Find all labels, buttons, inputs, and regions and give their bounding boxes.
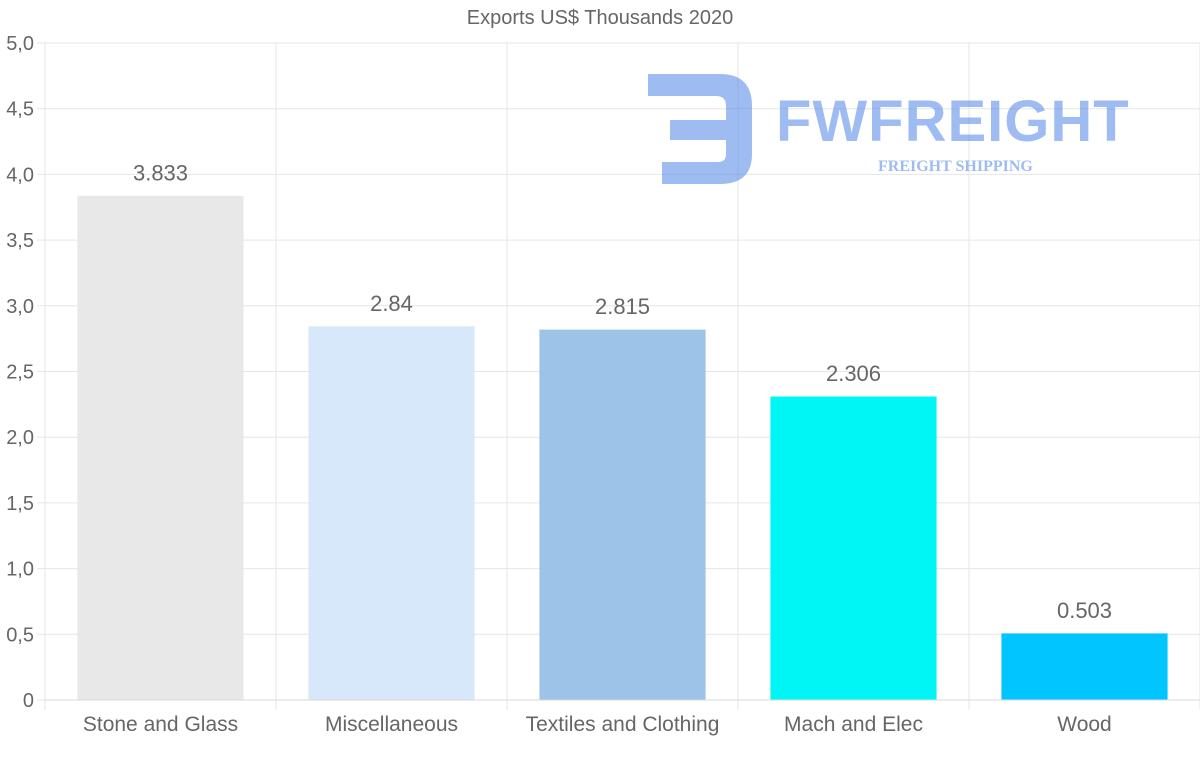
value-label-3: 2.815	[595, 294, 650, 319]
category-label-3: Textiles and Clothing	[526, 713, 720, 736]
value-label-2: 2.84	[370, 291, 413, 316]
category-label-1: Stone and Glass	[83, 713, 238, 736]
bar-1	[77, 195, 244, 701]
category-label-5: Wood	[1057, 713, 1111, 736]
y-tick-label: 4,5	[6, 99, 34, 121]
x-axis: Stone and Glass Miscellaneous Textiles and…	[45, 699, 1200, 736]
y-tick-label: 3,0	[6, 296, 34, 318]
y-tick-label: 3,5	[6, 230, 34, 252]
watermark-logo: FWFREIGHT FREIGHT SHIPPING	[640, 70, 1160, 190]
bar-2	[308, 326, 475, 701]
fwfreight-logo-icon	[648, 74, 752, 184]
y-tick-label: 2,5	[6, 362, 34, 384]
category-label-4: Mach and Elec	[784, 713, 923, 736]
y-tick-label: 0	[23, 690, 34, 712]
y-tick-label: 1,0	[6, 559, 34, 581]
value-label-5: 0.503	[1057, 598, 1112, 623]
bars-group	[77, 195, 1168, 701]
category-label-2: Miscellaneous	[325, 713, 458, 736]
watermark-tagline: FREIGHT SHIPPING	[878, 158, 1033, 175]
chart-title: Exports US$ Thousands 2020	[466, 7, 734, 29]
y-tick-label: 1,5	[6, 493, 34, 515]
value-label-1: 3.833	[133, 160, 188, 185]
bar-5	[1001, 633, 1168, 701]
value-label-4: 2.306	[826, 361, 881, 386]
y-tick-label: 2,0	[6, 427, 34, 449]
y-tick-label: 0,5	[6, 624, 34, 646]
watermark-brand: FWFREIGHT	[776, 89, 1130, 154]
y-axis: 0 0,5 1,0 1,5 2,0 2,5 3,0 3,5 4,0 4,5 5,0	[6, 33, 45, 712]
y-tick-label: 5,0	[6, 33, 34, 55]
value-labels-group: 3.833 2.84 2.815 2.306 0.503	[133, 160, 1112, 623]
bar-4	[770, 396, 937, 701]
y-tick-label: 4,0	[6, 164, 34, 186]
bar-3	[539, 329, 706, 701]
